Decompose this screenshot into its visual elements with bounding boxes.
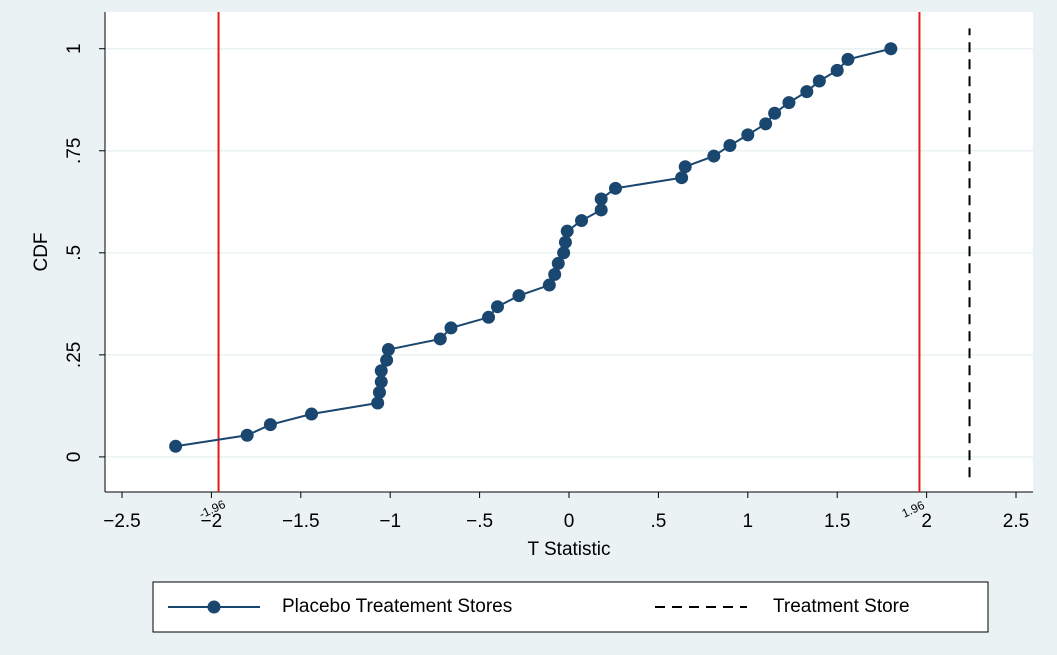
point: [841, 52, 855, 66]
point: [444, 321, 458, 335]
point: [812, 74, 826, 88]
point: [263, 418, 277, 432]
point: [374, 375, 388, 389]
point: [381, 343, 395, 357]
point: [782, 96, 796, 110]
y-axis-title: CDF: [31, 232, 52, 271]
point: [374, 364, 388, 378]
point: [707, 149, 721, 163]
point: [608, 181, 622, 195]
point: [678, 160, 692, 174]
point: [240, 428, 254, 442]
legend-marker: [207, 600, 221, 614]
point: [490, 300, 504, 314]
y-tick-label: .75: [64, 138, 85, 164]
point: [512, 289, 526, 303]
x-tick-label: 1: [743, 511, 754, 532]
point: [575, 214, 589, 228]
point: [433, 332, 447, 346]
point: [371, 396, 385, 410]
point: [548, 267, 562, 281]
legend-label: Treatment Store: [773, 596, 910, 617]
x-tick-label: −.5: [466, 511, 493, 532]
legend-box: [152, 581, 989, 633]
point: [800, 85, 814, 99]
x-tick-label: 1.5: [824, 511, 850, 532]
x-tick-label: 2: [921, 511, 932, 532]
point: [594, 203, 608, 217]
point: [551, 256, 565, 270]
point: [372, 385, 386, 399]
x-tick-label: 2.5: [1003, 511, 1029, 532]
point: [380, 353, 394, 367]
x-tick-label: .5: [650, 511, 666, 532]
point: [768, 106, 782, 120]
point: [675, 171, 689, 185]
y-tick-label: .25: [64, 342, 85, 368]
y-tick-label: 1: [64, 43, 85, 54]
point: [560, 224, 574, 238]
point: [169, 439, 183, 453]
x-tick-label: 0: [564, 511, 575, 532]
point: [741, 128, 755, 142]
legend-label: Placebo Treatement Stores: [282, 596, 512, 617]
point: [482, 310, 496, 324]
point: [558, 235, 572, 249]
point: [542, 278, 556, 292]
point: [884, 42, 898, 56]
point: [305, 407, 319, 421]
x-tick-label: −2.5: [103, 511, 141, 532]
x-tick-label: −1.5: [282, 511, 320, 532]
y-tick-label: 0: [64, 452, 85, 463]
x-axis-title: T Statistic: [527, 539, 610, 560]
x-tick-label: −2: [201, 511, 223, 532]
y-tick-label: .5: [64, 245, 85, 261]
point: [723, 138, 737, 152]
x-tick-label: −1: [379, 511, 401, 532]
point: [594, 192, 608, 206]
point: [557, 246, 571, 260]
point: [830, 63, 844, 77]
point: [759, 117, 773, 131]
